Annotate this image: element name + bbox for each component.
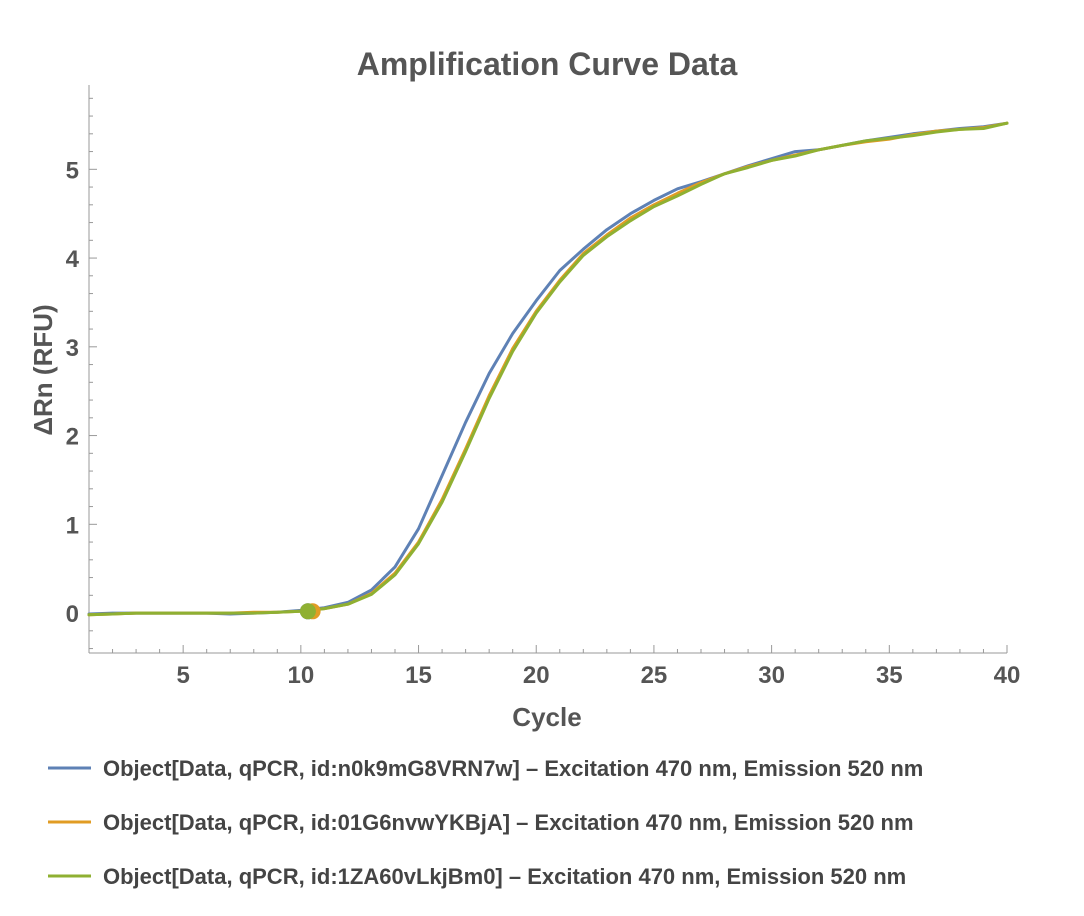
threshold-marker-3 xyxy=(299,603,316,620)
x-tick-label: 15 xyxy=(405,662,432,689)
y-axis-label: ΔRn (RFU) xyxy=(28,304,58,435)
x-tick-label: 40 xyxy=(994,662,1021,689)
y-tick-label: 5 xyxy=(66,157,79,184)
x-axis-label: Cycle xyxy=(512,702,581,732)
x-tick-label: 25 xyxy=(641,662,668,689)
legend: Object[Data, qPCR, id:n0k9mG8VRN7w] – Ex… xyxy=(48,756,923,889)
axes: 5 10 15 20 25 30 35 40 0 1 2 3 4 5 xyxy=(66,85,1021,689)
legend-label-2: Object[Data, qPCR, id:01G6nvwYKBjA] – Ex… xyxy=(103,810,914,835)
series-line-2 xyxy=(87,121,1009,617)
legend-label-1: Object[Data, qPCR, id:n0k9mG8VRN7w] – Ex… xyxy=(103,756,923,781)
series-layer xyxy=(87,121,1009,617)
x-tick-label: 30 xyxy=(758,662,785,689)
legend-label-3: Object[Data, qPCR, id:1ZA60vLkjBm0] – Ex… xyxy=(103,864,906,889)
x-tick-label: 10 xyxy=(287,662,314,689)
marker-layer xyxy=(299,603,321,620)
y-tick-label: 0 xyxy=(66,601,79,628)
y-tick-label: 2 xyxy=(66,424,79,451)
series-line-3 xyxy=(87,121,1009,617)
y-tick-label: 4 xyxy=(66,246,80,273)
y-tick-label: 3 xyxy=(66,335,79,362)
chart-title: Amplification Curve Data xyxy=(357,46,738,82)
x-tick-label: 5 xyxy=(176,662,189,689)
y-tick-label: 1 xyxy=(66,512,79,539)
series-line-1 xyxy=(87,121,1009,616)
x-tick-label: 20 xyxy=(523,662,550,689)
x-tick-label: 35 xyxy=(876,662,903,689)
